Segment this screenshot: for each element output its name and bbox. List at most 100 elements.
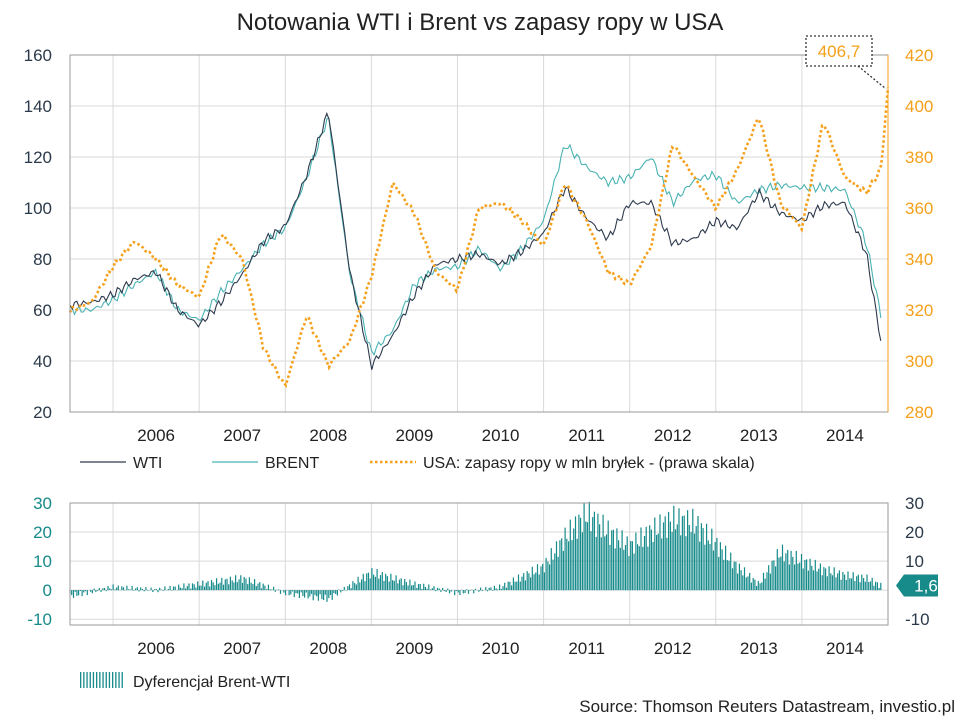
spread-bar [535, 572, 537, 591]
spread-bar [267, 584, 269, 591]
spread-bar [707, 540, 709, 591]
spread-bar [545, 557, 547, 591]
spread-bar [833, 567, 835, 591]
legend-swatch-spread [102, 672, 104, 688]
spread-bar [871, 577, 873, 591]
spread-bar [750, 582, 752, 591]
spread-bar [316, 590, 318, 597]
spread-bar [771, 560, 773, 591]
y-right-tick-label: -10 [905, 610, 930, 629]
spread-bar [766, 572, 768, 591]
legend-swatch-spread [89, 672, 91, 688]
spread-bar [136, 587, 138, 591]
spread-bar [747, 576, 749, 591]
spread-bar [745, 577, 747, 591]
spread-bar [792, 556, 794, 591]
spread-bar [621, 530, 623, 591]
spread-bar [811, 565, 813, 591]
spread-bar [442, 587, 444, 591]
y-left-tick-label: 80 [33, 250, 52, 269]
spread-bar [290, 590, 292, 595]
spread-bar [719, 542, 721, 591]
spread-bar [245, 578, 247, 591]
spread-bar [229, 576, 231, 591]
spread-bar [240, 575, 242, 591]
x-year-label: 2013 [740, 639, 778, 658]
spread-bar [129, 589, 131, 591]
plot-frame [69, 54, 889, 413]
spread-bar [178, 584, 180, 591]
spread-bar [338, 589, 340, 591]
spread-bar [681, 516, 683, 591]
spread-bar [533, 574, 535, 591]
spread-bar [875, 581, 877, 591]
spread-bar [492, 590, 494, 591]
spread-bar [329, 590, 332, 596]
spread-bar [324, 590, 326, 595]
spread-bar [169, 586, 171, 591]
spread-bar [126, 585, 128, 591]
spread-bar [247, 584, 249, 591]
x-year-label: 2009 [396, 639, 434, 658]
legend-label-brent: BRENT [265, 455, 319, 472]
spread-bar [448, 590, 451, 594]
spread-bar [269, 589, 271, 591]
spread-bar [743, 567, 746, 591]
spread-bar [464, 590, 466, 593]
spread-bar [581, 532, 583, 591]
spread-bar [447, 588, 449, 591]
chart-title: Notowania WTI i Brent vs zapasy ropy w U… [237, 9, 724, 36]
spread-bar [711, 528, 713, 591]
spread-bar [98, 588, 100, 591]
spread-bar [773, 560, 775, 591]
spread-bar [821, 575, 823, 591]
spread-bar [78, 590, 80, 596]
spread-bar [164, 586, 166, 591]
spread-bar [466, 589, 468, 591]
spread-bar [609, 544, 611, 591]
spread-bar [243, 577, 245, 591]
spread-bar [693, 533, 696, 591]
spread-bar [509, 581, 511, 591]
spread-bar [202, 580, 204, 591]
spread-bar [733, 561, 735, 591]
spread-bar [531, 566, 533, 591]
spread-bar [333, 590, 335, 594]
spread-bar [521, 576, 523, 591]
spread-bar [604, 536, 606, 591]
spread-bar [185, 588, 187, 591]
spread-bar [473, 590, 475, 594]
spread-bar [438, 588, 440, 591]
spread-bar [100, 590, 102, 592]
spread-bar [238, 579, 240, 591]
spread-bar [298, 590, 300, 598]
spread-bar [519, 581, 521, 591]
spread-bar [864, 581, 866, 591]
spread-bar [431, 588, 433, 591]
spread-bar [348, 584, 351, 591]
spread-bar [152, 590, 154, 592]
spread-bar [297, 590, 299, 594]
spread-bar [167, 588, 169, 591]
spread-bar [331, 590, 333, 600]
legend-label-wti: WTI [133, 455, 162, 472]
spread-bar [630, 541, 632, 591]
spread-bar [379, 575, 382, 591]
spread-bar [616, 528, 618, 591]
spread-bar [293, 590, 295, 598]
spread-bar [262, 583, 264, 591]
y-right-tick-label: 280 [905, 403, 933, 422]
spread-bar [110, 589, 112, 591]
legend-swatch-spread [115, 672, 117, 688]
spread-bar [759, 583, 761, 591]
x-year-label: 2007 [223, 426, 261, 445]
spread-bar [421, 588, 423, 591]
y-right-tick-label: 380 [905, 148, 933, 167]
spread-bar [153, 589, 156, 591]
spread-bar [266, 589, 268, 591]
spread-bar [393, 580, 395, 591]
spread-bar [642, 546, 644, 591]
spread-bar [869, 581, 872, 591]
legend-swatch-spread [80, 672, 82, 688]
spread-bar [819, 563, 821, 591]
